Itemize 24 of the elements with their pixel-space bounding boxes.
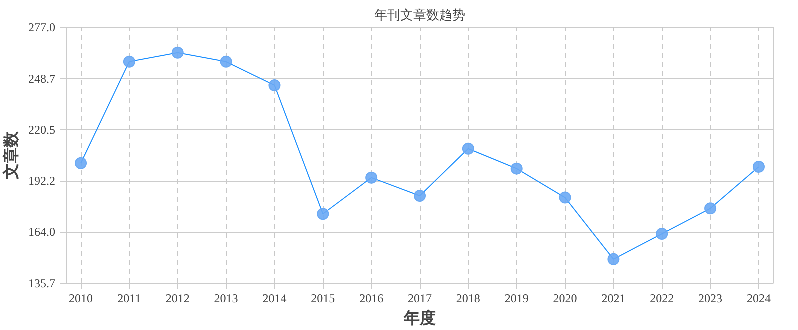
chart-title: 年刊文章数趋势 — [374, 8, 466, 22]
y-tick-label: 220.5 — [28, 122, 56, 137]
x-tick-label: 2013 — [214, 292, 238, 306]
x-tick-label: 2024 — [746, 292, 771, 306]
y-tick-label: 248.7 — [28, 72, 56, 86]
x-tick-label: 2020 — [553, 292, 578, 306]
y-axis-title: 文章数 — [2, 130, 20, 180]
x-tick-label: 2012 — [166, 292, 190, 306]
x-tick-label: 2011 — [118, 292, 142, 306]
x-tick-label: 2023 — [698, 292, 723, 306]
x-tick-label: 2015 — [311, 292, 336, 306]
x-tick-label: 2018 — [456, 292, 480, 306]
x-tick-label: 2017 — [408, 292, 432, 306]
x-axis-title: 年度 — [403, 308, 436, 328]
x-tick-label: 2016 — [360, 292, 384, 306]
x-tick-label: 2021 — [602, 292, 626, 306]
x-tick-label: 2022 — [650, 292, 674, 306]
x-tick-label: 2014 — [262, 292, 287, 306]
y-tick-label: 164.0 — [28, 225, 56, 240]
y-tick-label: 135.7 — [28, 276, 56, 290]
y-tick-label: 192.2 — [28, 174, 56, 188]
x-tick-label: 2010 — [69, 292, 94, 306]
y-tick-label: 277.0 — [28, 20, 56, 34]
x-tick-label: 2019 — [504, 292, 529, 306]
